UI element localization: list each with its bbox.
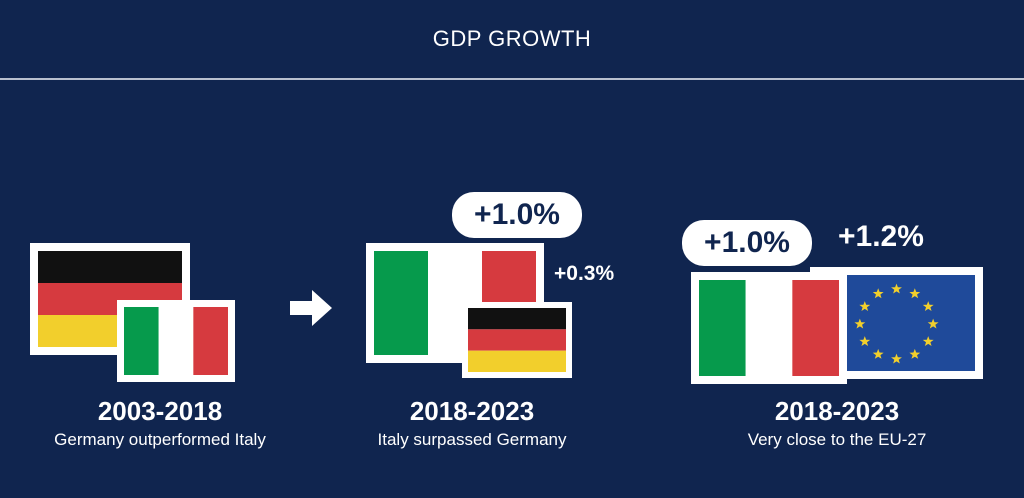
period-label: 2003-2018 bbox=[97, 396, 223, 426]
italy-flag bbox=[117, 300, 235, 382]
period-label: 2018-2023 bbox=[774, 396, 900, 426]
page-title: GDP GROWTH bbox=[432, 26, 592, 51]
italy-flag bbox=[691, 272, 847, 384]
italy-growth-badge: +1.0% bbox=[452, 192, 582, 238]
eu-growth-label: +1.2% bbox=[838, 220, 924, 253]
panel-caption: Italy surpassed Germany bbox=[377, 430, 567, 449]
panel-caption: Germany outperformed Italy bbox=[54, 430, 266, 449]
italy-growth-badge: +1.0% bbox=[682, 220, 812, 266]
header: GDP GROWTH bbox=[0, 0, 1024, 78]
arrow-right-icon bbox=[290, 290, 332, 326]
header-divider bbox=[0, 78, 1024, 80]
period-label: 2018-2023 bbox=[409, 396, 535, 426]
panel-caption: Very close to the EU-27 bbox=[747, 430, 927, 449]
germany-growth-label: +0.3% bbox=[554, 262, 615, 285]
germany-flag bbox=[462, 302, 572, 378]
